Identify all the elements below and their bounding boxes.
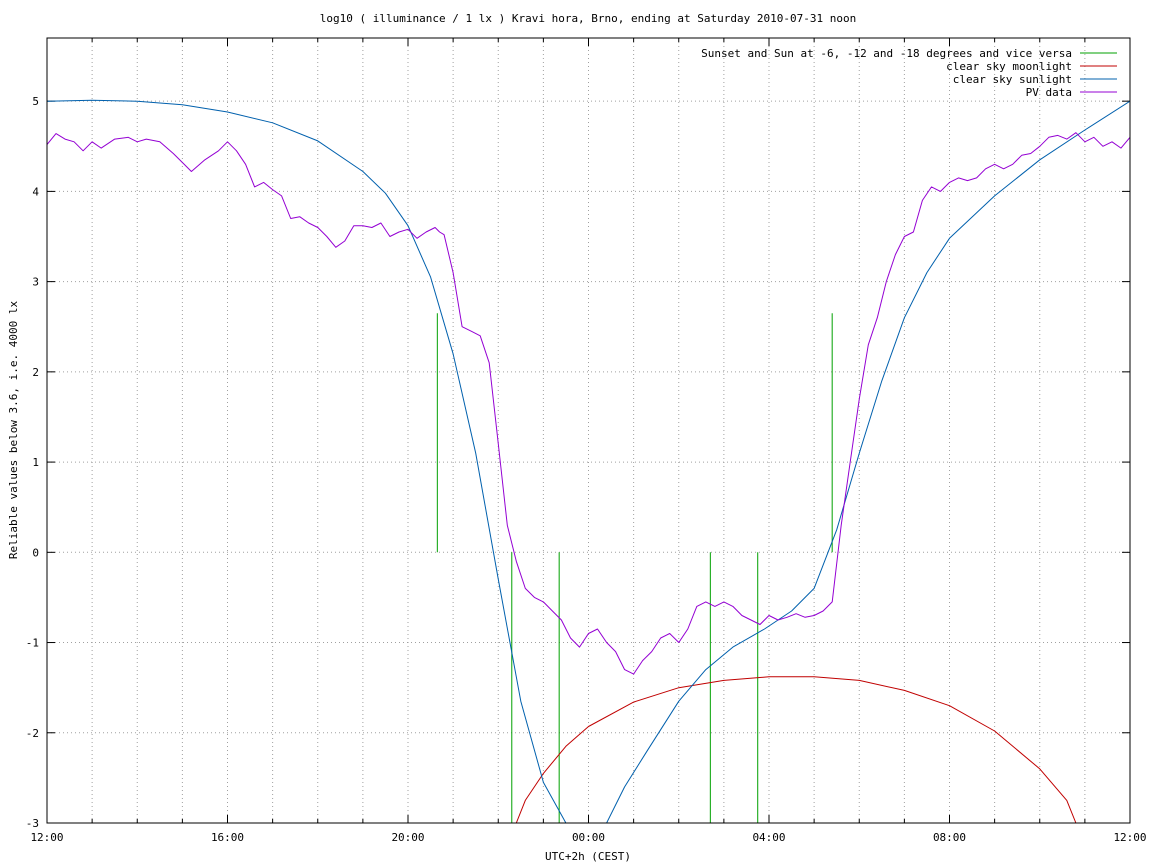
y-tick-label: 2	[32, 366, 39, 379]
legend-entry-label: Sunset and Sun at -6, -12 and -18 degree…	[701, 47, 1072, 60]
x-tick-label: 12:00	[30, 831, 63, 844]
legend: Sunset and Sun at -6, -12 and -18 degree…	[701, 47, 1117, 99]
y-tick-label: 5	[32, 95, 39, 108]
plot-frame	[46, 37, 1131, 824]
legend-entry-label: clear sky sunlight	[953, 73, 1072, 86]
y-tick-label: -1	[26, 637, 39, 650]
y-tick-label: 0	[32, 546, 39, 559]
grid	[47, 38, 1130, 824]
x-tick-label: 08:00	[933, 831, 966, 844]
y-tick-label: 3	[32, 276, 39, 289]
x-axis-label: UTC+2h (CEST)	[545, 850, 631, 863]
y-tick-label: 1	[32, 456, 39, 469]
y-tick-label: 4	[32, 185, 39, 198]
series-pv-data-line	[47, 132, 1130, 675]
legend-entry-label: PV data	[1026, 86, 1072, 99]
x-tick-labels: 12:00 16:00 20:00 00:00 04:00 08:00 12:00	[30, 831, 1146, 844]
x-tick-label: 00:00	[572, 831, 605, 844]
series-sun-markers	[436, 313, 833, 823]
legend-entry-label: clear sky moonlight	[946, 60, 1072, 73]
series-moonlight-line	[515, 676, 1077, 823]
x-tick-label: 04:00	[752, 831, 785, 844]
series-group	[47, 99, 1130, 823]
y-axis-label: Reliable values below 3.6, i.e. 4000 lx	[7, 300, 20, 559]
x-tick-label: 20:00	[391, 831, 424, 844]
series-sunlight-line	[47, 99, 1130, 823]
y-tick-label: -3	[26, 817, 39, 830]
x-tick-label: 16:00	[211, 831, 244, 844]
y-tick-label: -2	[26, 727, 39, 740]
chart-title: log10 ( illuminance / 1 lx ) Kravi hora,…	[320, 12, 856, 25]
series-clip-group	[47, 99, 1130, 823]
y-tick-labels: -3 -2 -1 0 1 2 3 4 5	[26, 95, 40, 830]
x-tick-label: 12:00	[1113, 831, 1146, 844]
